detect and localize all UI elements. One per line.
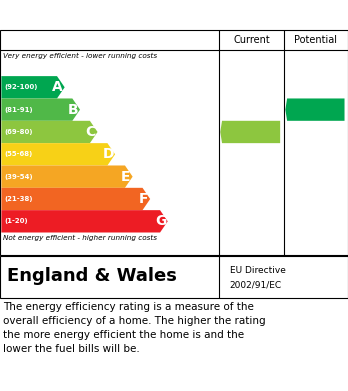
Text: (55-68): (55-68) [4,151,32,157]
Polygon shape [1,210,168,233]
Text: F: F [139,192,148,206]
Polygon shape [220,121,280,143]
Text: 85: 85 [306,102,326,117]
Polygon shape [1,188,150,210]
Text: D: D [102,147,114,161]
Text: Very energy efficient - lower running costs: Very energy efficient - lower running co… [3,52,158,59]
Text: G: G [155,214,166,228]
Polygon shape [1,165,133,188]
Text: B: B [68,102,78,117]
Polygon shape [1,121,97,143]
Text: (81-91): (81-91) [4,107,33,113]
Polygon shape [1,76,65,99]
Text: EU Directive: EU Directive [230,266,286,275]
Text: 75: 75 [242,125,261,139]
Polygon shape [1,99,80,121]
Text: C: C [86,125,96,139]
Polygon shape [285,99,345,121]
Text: (92-100): (92-100) [4,84,38,90]
Text: E: E [121,170,130,184]
Text: Potential: Potential [294,35,337,45]
Text: A: A [52,80,63,94]
Text: 2002/91/EC: 2002/91/EC [230,280,282,289]
Text: The energy efficiency rating is a measure of the
overall efficiency of a home. T: The energy efficiency rating is a measur… [3,301,266,353]
Text: (1-20): (1-20) [4,218,28,224]
Text: (69-80): (69-80) [4,129,33,135]
Polygon shape [1,143,115,165]
Text: Energy Efficiency Rating: Energy Efficiency Rating [9,5,219,20]
Text: (21-38): (21-38) [4,196,33,202]
Text: Current: Current [233,35,270,45]
Text: England & Wales: England & Wales [7,267,177,285]
Text: (39-54): (39-54) [4,174,33,179]
Text: Not energy efficient - higher running costs: Not energy efficient - higher running co… [3,235,158,241]
